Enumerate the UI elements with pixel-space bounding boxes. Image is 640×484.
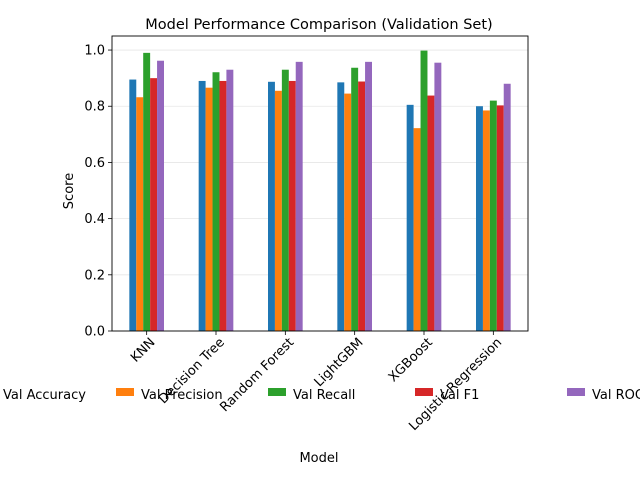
bar (226, 69, 234, 331)
legend-label: Val Recall (293, 388, 355, 403)
legend-swatch (268, 388, 286, 396)
plot-frame (111, 35, 529, 332)
y-tick-label: 0.4 (84, 212, 105, 227)
legend-label: Val Precision (141, 388, 223, 403)
bar (365, 61, 372, 331)
x-tick-label: LightGBM (312, 335, 367, 390)
bar (413, 128, 421, 331)
bar (205, 87, 213, 331)
bar (406, 104, 414, 331)
bar (150, 78, 158, 332)
bar (288, 80, 296, 331)
bar (337, 82, 345, 331)
bar (274, 90, 282, 332)
bar (212, 72, 220, 331)
bar (496, 105, 504, 332)
legend-label: Val F1 (440, 388, 479, 403)
bar (136, 97, 144, 331)
chart-title: Model Performance Comparison (Validation… (145, 17, 492, 33)
bar (427, 95, 435, 331)
bar (295, 61, 303, 331)
x-tick-label: KNN (128, 335, 158, 365)
bar (503, 83, 511, 331)
bar (351, 67, 359, 331)
legend-swatch (567, 388, 585, 396)
bar (358, 81, 366, 331)
x-tick-label: XGBoost (386, 335, 436, 385)
bar (489, 100, 497, 331)
bar (420, 50, 428, 331)
x-axis-label: Model (299, 451, 338, 466)
bar (129, 79, 137, 331)
bar (198, 80, 206, 331)
bar-layer (129, 50, 511, 332)
bar (281, 69, 289, 331)
bar (434, 62, 442, 331)
legend-swatch (415, 388, 433, 396)
bar (219, 80, 227, 331)
bar (344, 93, 352, 331)
legend-label: Val ROC AUC (592, 388, 640, 403)
y-tick-label: 0.6 (84, 156, 105, 171)
legend-swatch (116, 388, 134, 396)
y-tick-label: 0.8 (84, 100, 105, 115)
legend: Val Accuracy Val Precision Val Recall Val F… (3, 388, 640, 403)
bar (476, 106, 483, 331)
grid-layer (112, 49, 528, 332)
y-tick-label: 0.2 (84, 268, 105, 283)
y-tick-label: 0.0 (84, 325, 105, 340)
y-axis-label: Score (62, 173, 77, 209)
y-tick-label: 1.0 (84, 44, 105, 59)
bar (268, 81, 275, 332)
bar (157, 60, 164, 331)
legend-label: Val Accuracy (3, 388, 86, 403)
x-tick-label: Random Forest (217, 335, 297, 415)
bar (143, 52, 151, 331)
bar (482, 110, 490, 331)
